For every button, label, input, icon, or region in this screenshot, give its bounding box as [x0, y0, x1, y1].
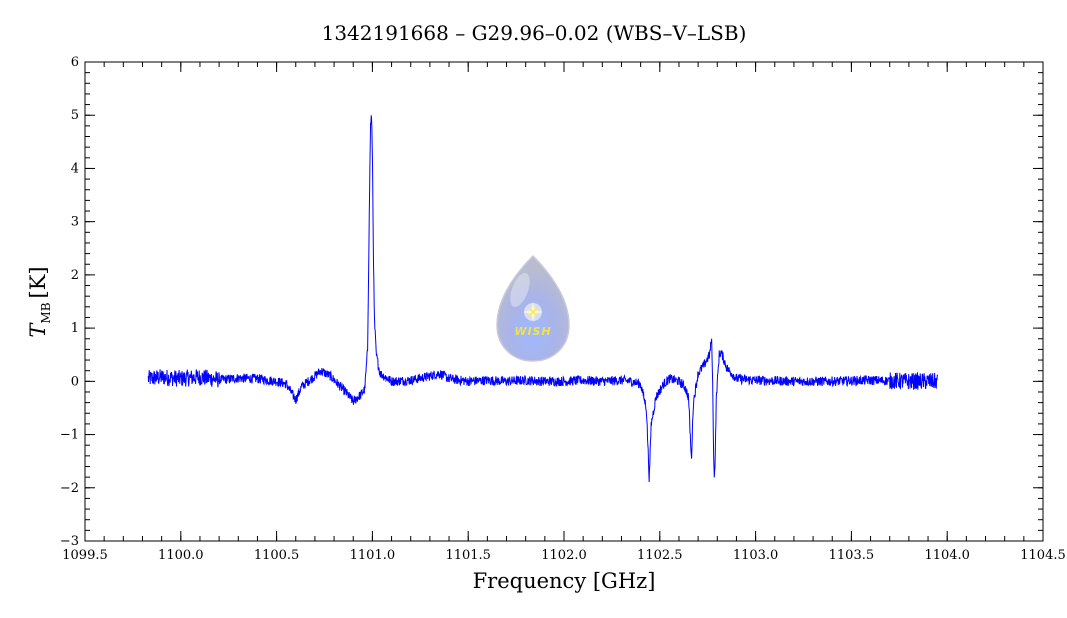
x-tick-label: 1101.5 [445, 548, 491, 563]
y-tick-label: 0 [71, 374, 79, 389]
spectrum-series-line [147, 115, 939, 483]
y-tick-label: 5 [71, 108, 79, 123]
y-axis-label-unit: [K] [26, 266, 50, 298]
chart-title: 1342191668 – G29.96–0.02 (WBS–V–LSB) [322, 21, 747, 45]
plot-frame [84, 61, 1044, 542]
x-tick-label: 1104.0 [924, 548, 970, 563]
y-tick-labels: −3 −2 −1 0 1 2 3 4 5 6 [60, 55, 79, 549]
y-tick-label: −3 [60, 534, 79, 549]
y-tick-label: −1 [60, 428, 79, 443]
y-tick-label: 6 [71, 55, 79, 70]
y-tick-label: 3 [71, 215, 79, 230]
y-axis-label: TMB [K] [26, 266, 53, 337]
star-icon [523, 302, 543, 322]
x-tick-label: 1103.5 [829, 548, 875, 563]
svg-text:TMB[K]: TMB [K] [26, 266, 53, 337]
x-axis-label: Frequency [GHz] [473, 569, 656, 593]
y-tick-label: 4 [71, 161, 79, 176]
x-tick-label: 1104.5 [1020, 548, 1066, 563]
x-tick-label: 1100.0 [158, 548, 204, 563]
y-tick-label: 1 [71, 321, 79, 336]
x-tick-label: 1102.5 [637, 548, 683, 563]
x-tick-labels: 1099.5 1100.0 1100.5 1101.0 1101.5 1102.0 1102… [62, 548, 1066, 563]
x-tick-label: 1099.5 [62, 548, 108, 563]
x-tick-label: 1101.0 [350, 548, 396, 563]
wish-logo: WISH [496, 254, 570, 362]
y-tick-label: 2 [71, 268, 79, 283]
logo-text: WISH [514, 325, 551, 338]
x-tick-label: 1102.0 [541, 548, 587, 563]
y-axis-label-main: T [26, 322, 50, 338]
x-tick-label: 1103.0 [733, 548, 779, 563]
x-tick-label: 1100.5 [254, 548, 300, 563]
y-axis-label-sub: MB [39, 302, 53, 323]
y-tick-label: −2 [60, 481, 79, 496]
